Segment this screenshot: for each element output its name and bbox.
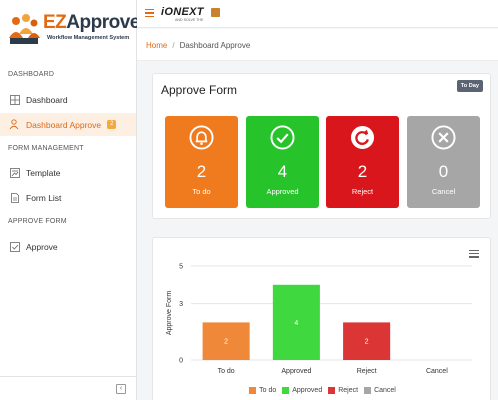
- approve-form-card: Approve Form To Day 2 To do 4 Approved 2…: [152, 73, 491, 219]
- ionext-brand-sub: AND SOLVE THE: [175, 18, 204, 22]
- y-tick-label: 5: [179, 264, 183, 271]
- sidebar-item-label: Form List: [26, 192, 62, 203]
- close-circle-icon: [431, 125, 456, 150]
- sidebar-item-approve[interactable]: Approve: [0, 235, 136, 258]
- x-tick-label: Cancel: [426, 368, 448, 375]
- sidebar-item-dashboard[interactable]: Dashboard: [0, 88, 136, 111]
- pending-count-badge: 2: [107, 120, 117, 129]
- y-tick-label: 0: [179, 358, 183, 365]
- team-logo-icon: [9, 14, 40, 44]
- collapse-sidebar-icon[interactable]: ‹: [116, 384, 126, 394]
- logo-tagline: Workflow Management System: [47, 35, 130, 41]
- approve-chart-card: 0 3 5 Approve Form 2 To do 4 Approved 2 Reject Can…: [152, 237, 491, 400]
- bar-reject: [343, 322, 391, 360]
- sidebar-item-label: Dashboard Approve: [26, 119, 102, 130]
- legend-swatch: [249, 387, 257, 394]
- x-tick-label: Reject: [357, 368, 377, 375]
- legend-item[interactable]: Cancel: [364, 387, 396, 394]
- check-circle-icon: [270, 125, 295, 150]
- approve-bar-chart: 0 3 5 Approve Form 2 To do 4 Approved 2 Reject Can…: [166, 264, 472, 375]
- ionext-brand: iONEXT: [161, 6, 204, 18]
- sidebar-footer: ‹: [0, 376, 136, 400]
- legend-label: Reject: [338, 387, 359, 394]
- sidebar-item-label: Dashboard: [26, 94, 68, 105]
- section-approve-form: APPROVE FORM: [8, 218, 67, 225]
- legend-swatch: [364, 387, 372, 394]
- breadcrumb-separator: /: [172, 41, 175, 50]
- user-approve-icon: [9, 119, 20, 130]
- reject-label: Reject: [351, 187, 374, 196]
- legend-swatch: [282, 387, 290, 394]
- bar-value-label: 2: [224, 339, 228, 346]
- template-icon: [9, 167, 20, 178]
- bell-icon: [189, 125, 214, 150]
- bar-to-do: [202, 322, 250, 360]
- bar-value-label: 2: [365, 339, 369, 346]
- legend-item[interactable]: Approved: [282, 387, 322, 394]
- bar-approved: [272, 284, 320, 360]
- cancel-tile[interactable]: 0 Cancel: [407, 116, 480, 208]
- legend-label: Approved: [292, 387, 323, 394]
- breadcrumb-current: Dashboard Approve: [179, 41, 251, 50]
- todo-tile[interactable]: 2 To do: [165, 116, 238, 208]
- cancel-label: Cancel: [431, 187, 456, 196]
- section-form-management: FORM MANAGEMENT: [8, 145, 84, 152]
- form-list-icon: [9, 192, 20, 203]
- approved-tile[interactable]: 4 Approved: [246, 116, 319, 208]
- y-axis-label: Approve Form: [166, 291, 173, 336]
- section-dashboard: DASHBOARD: [8, 71, 55, 78]
- top-header: iONEXT AND SOLVE THE: [137, 0, 498, 28]
- cancel-count: 0: [438, 162, 449, 181]
- x-tick-label: To do: [218, 368, 235, 375]
- legend-item[interactable]: Reject: [328, 387, 358, 394]
- sidebar-item-label: Template: [26, 167, 61, 178]
- todo-count: 2: [196, 162, 207, 181]
- approve-form-title: Approve Form: [161, 83, 238, 97]
- reject-tile[interactable]: 2 Reject: [326, 116, 399, 208]
- chart-legend: To do Approved Reject Cancel: [153, 387, 492, 396]
- legend-swatch: [328, 387, 336, 394]
- chart-menu-icon[interactable]: [469, 250, 479, 258]
- logo-title: EZApprove: [43, 12, 140, 33]
- legend-label: To do: [259, 387, 277, 394]
- legend-label: Cancel: [374, 387, 396, 394]
- y-tick-label: 3: [179, 301, 183, 308]
- x-tick-label: Approved: [281, 368, 311, 375]
- today-button[interactable]: To Day: [456, 80, 483, 92]
- dashboard-icon: [9, 94, 20, 105]
- approved-label: Approved: [266, 187, 299, 196]
- sidebar-item-template[interactable]: Template: [0, 161, 136, 184]
- breadcrumb: Home / Dashboard Approve: [137, 29, 498, 61]
- breadcrumb-home-link[interactable]: Home: [146, 41, 168, 50]
- sidebar-item-label: Approve: [26, 241, 58, 252]
- redo-circle-icon: [350, 125, 375, 150]
- legend-item[interactable]: To do: [249, 387, 276, 394]
- ezapprove-logo[interactable]: EZApprove Workflow Management System: [6, 10, 140, 50]
- approve-check-icon: [9, 241, 20, 252]
- ionext-mark-icon: [211, 8, 220, 17]
- bar-value-label: 4: [294, 320, 298, 327]
- hamburger-menu-icon[interactable]: [145, 9, 154, 18]
- sidebar: EZApprove Workflow Management System DAS…: [0, 0, 140, 400]
- sidebar-item-dashboard-approve[interactable]: Dashboard Approve 2: [0, 113, 136, 136]
- todo-label: To do: [192, 187, 211, 196]
- approved-count: 4: [277, 162, 288, 181]
- reject-count: 2: [357, 162, 368, 181]
- sidebar-item-form-list[interactable]: Form List: [0, 186, 136, 209]
